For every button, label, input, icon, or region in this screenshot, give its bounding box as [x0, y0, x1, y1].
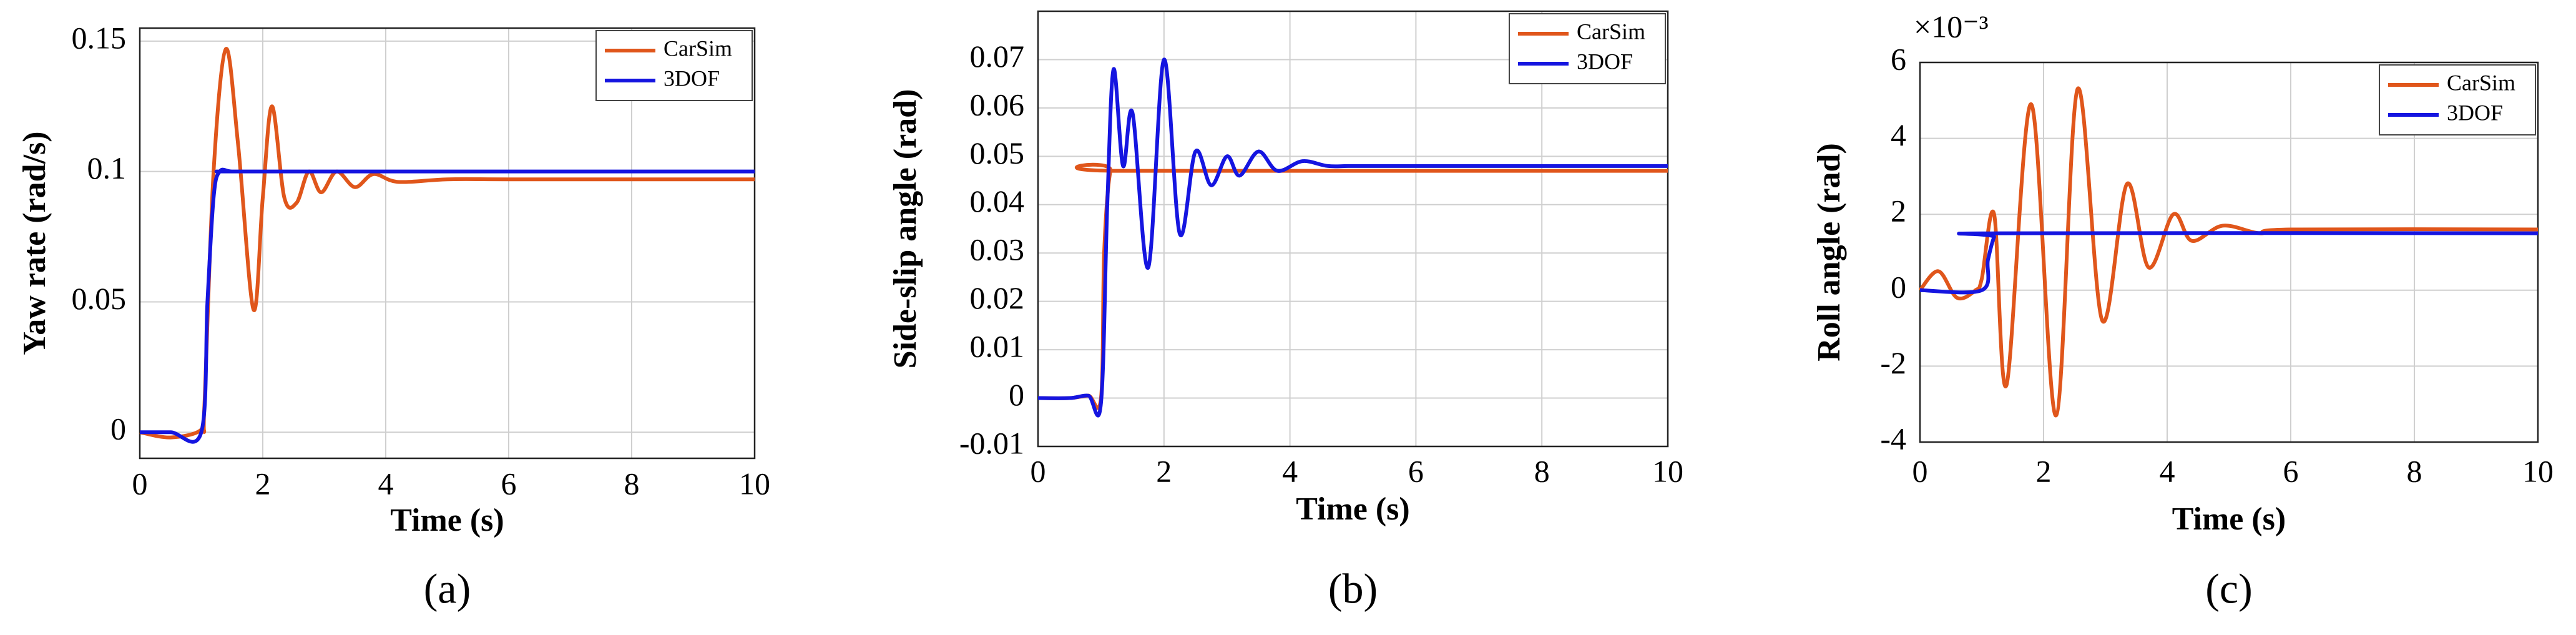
y-tick-label: 0.04 [970, 184, 1025, 219]
series-line [139, 47, 755, 440]
series-line [1919, 231, 2539, 295]
panel: 0 2 4 6 8 10 0 0.05 0.1 0.15 CarSim 3DOF Time (s) Yaw… [17, 20, 770, 612]
y-tick-label: 0.15 [72, 20, 127, 55]
y-axis-label: Yaw rate (rad/s) [17, 131, 52, 355]
caption: (b) [1328, 565, 1378, 613]
x-tick-label: 6 [2283, 453, 2299, 488]
x-tick-label: 10 [739, 466, 770, 501]
x-axis-label: Time (s) [1296, 491, 1409, 527]
series-line [139, 167, 755, 444]
caption: (c) [2205, 565, 2252, 613]
x-tick-label: 6 [1408, 453, 1424, 488]
y-tick-label: 0.06 [970, 87, 1025, 122]
x-tick-label: 4 [2160, 453, 2175, 488]
series-line [1918, 86, 2539, 418]
y-tick-label: 0 [110, 411, 126, 446]
legend-label: CarSim [664, 36, 732, 61]
legend-box [1509, 13, 1666, 84]
y-tick-label: 2 [1891, 194, 1906, 229]
x-tick-label: 0 [132, 466, 148, 501]
y-tick-label: 0.05 [970, 135, 1025, 170]
x-tick-label: 0 [1912, 453, 1928, 488]
x-tick-label: 2 [255, 466, 271, 501]
legend-label: CarSim [2447, 70, 2515, 95]
x-tick-label: 8 [2407, 453, 2422, 488]
y-tick-label: 0.01 [970, 329, 1025, 364]
x-tick-label: 10 [2522, 453, 2554, 488]
series-line [1037, 162, 1668, 410]
legend-label: 3DOF [2447, 100, 2503, 125]
x-tick-label: 2 [1156, 453, 1172, 488]
x-axis-label: Time (s) [2172, 501, 2286, 537]
x-tick-label: 6 [501, 466, 517, 501]
y-multiplier: ×10⁻³ [1914, 9, 1989, 44]
x-tick-label: 10 [1652, 453, 1683, 488]
y-tick-label: -0.01 [959, 425, 1024, 460]
series-line [1037, 57, 1668, 418]
caption: (a) [424, 565, 471, 613]
y-tick-label: 6 [1891, 41, 1906, 76]
plot-frame [139, 27, 756, 460]
y-tick-label: 0.05 [72, 281, 127, 316]
plot-frame [1919, 61, 2539, 443]
y-tick-label: 0.1 [87, 150, 127, 185]
y-tick-label: 4 [1891, 117, 1906, 152]
panel: 0 2 4 6 8 10-0.0100.010.020.030.040.050.060.0… [888, 10, 1683, 613]
y-tick-label: 0 [1009, 377, 1024, 412]
panel: 0 2 4 6 8 10 -4 -2 0 2 4 6 CarSim 3DOF Time (s) Roll an… [1811, 9, 2554, 612]
legend-box [2379, 64, 2536, 135]
x-axis-label: Time (s) [390, 503, 504, 538]
legend-label: CarSim [1577, 19, 1645, 44]
x-tick-label: 8 [1534, 453, 1550, 488]
x-tick-label: 0 [1031, 453, 1046, 488]
legend-label: 3DOF [664, 66, 720, 91]
x-tick-label: 4 [1282, 453, 1298, 488]
y-axis-label: Roll angle (rad) [1811, 143, 1847, 362]
legend-label: 3DOF [1577, 49, 1633, 74]
x-tick-label: 8 [624, 466, 640, 501]
plot-frame [1037, 10, 1669, 448]
y-tick-label: 0.03 [970, 232, 1025, 267]
legend-box [595, 30, 753, 101]
x-tick-label: 2 [2036, 453, 2052, 488]
y-tick-label: 0 [1891, 269, 1906, 304]
y-tick-label: -4 [1880, 421, 1906, 456]
x-tick-label: 4 [378, 466, 394, 501]
y-axis-label: Side-slip angle (rad) [888, 89, 923, 369]
y-tick-label: -2 [1880, 345, 1906, 380]
y-tick-label: 0.07 [970, 39, 1025, 74]
y-tick-label: 0.02 [970, 280, 1025, 315]
